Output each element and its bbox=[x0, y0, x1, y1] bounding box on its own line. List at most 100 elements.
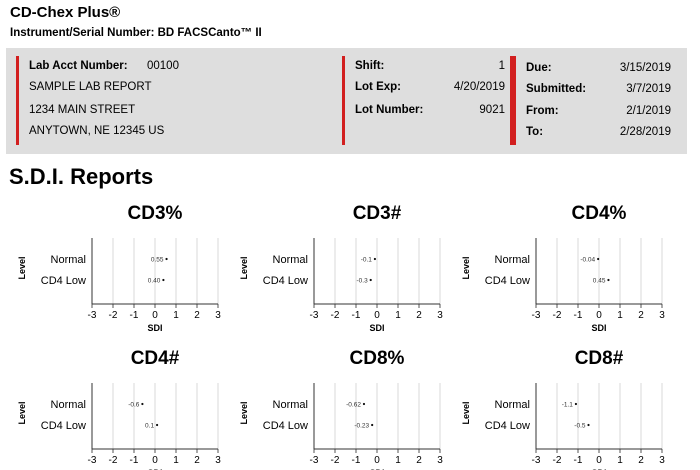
lot-exp-row: Lot Exp: 4/20/2019 bbox=[355, 81, 505, 93]
cd8-count-level-label: Normal bbox=[495, 399, 530, 411]
cd4-pct-x-tick-label: -3 bbox=[532, 310, 541, 321]
cd3-pct-x-tick-label: 2 bbox=[194, 310, 200, 321]
shift-row: Shift: 1 bbox=[355, 60, 505, 72]
cd8-pct-x-tick-label: 1 bbox=[395, 455, 401, 466]
cd4-count-data-point bbox=[141, 402, 144, 406]
address-line-2: 1234 MAIN STREET bbox=[29, 104, 136, 116]
cd8-pct-x-tick-label: 2 bbox=[416, 455, 422, 466]
cd8-count-data-label: -1.1 bbox=[562, 402, 574, 409]
cd8-pct-x-tick-label: -2 bbox=[331, 455, 340, 466]
cd4-count-data-label: -0.6 bbox=[128, 402, 140, 409]
lot-number-value: 9021 bbox=[479, 104, 505, 116]
due-value: 3/15/2019 bbox=[619, 62, 671, 74]
cd3-pct-data-label: 0.55 bbox=[151, 257, 164, 264]
dates-column: Due: 3/15/2019 Submitted: 3/7/2019 From:… bbox=[513, 56, 676, 145]
cd3-count-y-axis-label: Level bbox=[239, 256, 249, 279]
cd8-count-x-tick-label: 0 bbox=[596, 455, 602, 466]
cd8-count-level-label: CD4 Low bbox=[485, 420, 530, 432]
cd3-pct-chart-title: CD3% bbox=[128, 203, 183, 224]
cd8-count-x-axis-label: SDI bbox=[591, 468, 606, 470]
cd4-pct-data-point bbox=[607, 278, 610, 282]
cd8-count-chart-title: CD8# bbox=[575, 348, 624, 369]
cd4-count-data-label: 0.1 bbox=[145, 423, 154, 430]
cd4-count-x-axis-label: SDI bbox=[147, 468, 162, 470]
cd8-pct-x-tick-label: -1 bbox=[352, 455, 361, 466]
cd3-count-level-label: CD4 Low bbox=[263, 275, 308, 287]
cd8-count-data-label: -0.5 bbox=[574, 423, 586, 430]
cd4-pct-x-tick-label: 0 bbox=[596, 310, 602, 321]
cd8-count-x-tick-label: 3 bbox=[659, 455, 665, 466]
cd8-count-x-tick-label: -1 bbox=[574, 455, 583, 466]
cd3-pct-x-tick-label: -1 bbox=[130, 310, 139, 321]
cd4-pct-chart-title: CD4% bbox=[572, 203, 627, 224]
cd3-count-x-tick-label: 1 bbox=[395, 310, 401, 321]
lab-acct-label: Lab Acct Number: bbox=[29, 60, 128, 72]
app-title: CD-Chex Plus® bbox=[10, 4, 121, 21]
cd3-pct-x-axis-label: SDI bbox=[147, 323, 162, 333]
lab-acct-value: 00100 bbox=[147, 60, 179, 72]
cd8-pct-chart-title: CD8% bbox=[350, 348, 405, 369]
shift-value: 1 bbox=[498, 60, 505, 72]
cd4-count-x-tick-label: 3 bbox=[215, 455, 221, 466]
instrument-serial: Instrument/Serial Number: BD FACSCanto™ … bbox=[10, 27, 262, 39]
lot-number-row: Lot Number: 9021 bbox=[355, 104, 505, 116]
cd3-count-data-point bbox=[369, 278, 372, 282]
lot-info-column: Shift: 1 Lot Exp: 4/20/2019 Lot Number: … bbox=[342, 56, 513, 145]
submitted-row: Submitted: 3/7/2019 bbox=[526, 83, 671, 95]
cd3-pct-x-tick-label: -2 bbox=[109, 310, 118, 321]
address-line-3: ANYTOWN, NE 12345 US bbox=[29, 125, 165, 137]
cd4-count-x-tick-label: 1 bbox=[173, 455, 179, 466]
cd4-count-level-label: CD4 Low bbox=[41, 420, 86, 432]
cd4-count-x-tick-label: -3 bbox=[88, 455, 97, 466]
cd4-pct-data-point bbox=[597, 257, 600, 261]
to-label: To: bbox=[526, 126, 544, 138]
cd3-count-data-label: -0.3 bbox=[356, 278, 368, 285]
from-value: 2/1/2019 bbox=[626, 105, 671, 117]
cd8-pct-x-tick-label: -3 bbox=[310, 455, 319, 466]
cd4-count-x-tick-label: 2 bbox=[194, 455, 200, 466]
cd3-pct-level-label: Normal bbox=[51, 254, 86, 266]
cd3-pct-x-tick-label: -3 bbox=[88, 310, 97, 321]
cd3-pct-x-tick-label: 3 bbox=[215, 310, 221, 321]
cd4-count-chart-title: CD4# bbox=[131, 348, 180, 369]
cd8-count-y-axis-label: Level bbox=[461, 401, 471, 424]
lot-exp-label: Lot Exp: bbox=[355, 81, 401, 93]
cd8-count-data-point bbox=[587, 423, 590, 427]
cd8-count-x-tick-label: -2 bbox=[553, 455, 562, 466]
cd4-count-data-point bbox=[156, 423, 159, 427]
cd3-pct-data-point bbox=[165, 257, 168, 261]
cd3-count-chart-title: CD3# bbox=[353, 203, 402, 224]
cd4-pct-level-label: Normal bbox=[495, 254, 530, 266]
cd3-count-data-label: -0.1 bbox=[361, 257, 373, 264]
cd4-pct-data-label: -0.04 bbox=[580, 257, 595, 264]
cd4-count-y-axis-label: Level bbox=[17, 401, 27, 424]
cd3-pct-x-tick-label: 1 bbox=[173, 310, 179, 321]
to-value: 2/28/2019 bbox=[619, 126, 671, 138]
cd4-pct-x-tick-label: 2 bbox=[638, 310, 644, 321]
cd3-count-level-label: Normal bbox=[273, 254, 308, 266]
cd3-pct-x-tick-label: 0 bbox=[152, 310, 158, 321]
cd3-count-x-tick-label: 2 bbox=[416, 310, 422, 321]
cd3-pct-data-label: 0.40 bbox=[148, 278, 161, 285]
info-panel: Lab Acct Number: 00100 SAMPLE LAB REPORT… bbox=[6, 48, 687, 154]
cd3-count-x-tick-label: -2 bbox=[331, 310, 340, 321]
submitted-label: Submitted: bbox=[526, 83, 587, 95]
cd3-pct-level-label: CD4 Low bbox=[41, 275, 86, 287]
cd3-count-x-tick-label: -1 bbox=[352, 310, 361, 321]
cd8-count-x-tick-label: -3 bbox=[532, 455, 541, 466]
cd3-count-x-tick-label: -3 bbox=[310, 310, 319, 321]
cd8-pct-x-tick-label: 3 bbox=[437, 455, 443, 466]
lot-exp-value: 4/20/2019 bbox=[453, 81, 505, 93]
section-title: S.D.I. Reports bbox=[9, 164, 154, 189]
cd4-pct-x-tick-label: -1 bbox=[574, 310, 583, 321]
cd8-pct-data-label: -0.23 bbox=[354, 423, 369, 430]
cd4-count-level-label: Normal bbox=[51, 399, 86, 411]
cd4-pct-y-axis-label: Level bbox=[461, 256, 471, 279]
cd4-pct-x-tick-label: 1 bbox=[617, 310, 623, 321]
cd8-pct-data-label: -0.62 bbox=[346, 402, 361, 409]
submitted-value: 3/7/2019 bbox=[626, 83, 671, 95]
cd4-pct-x-axis-label: SDI bbox=[591, 323, 606, 333]
cd3-count-x-tick-label: 3 bbox=[437, 310, 443, 321]
cd4-pct-x-tick-label: 3 bbox=[659, 310, 665, 321]
